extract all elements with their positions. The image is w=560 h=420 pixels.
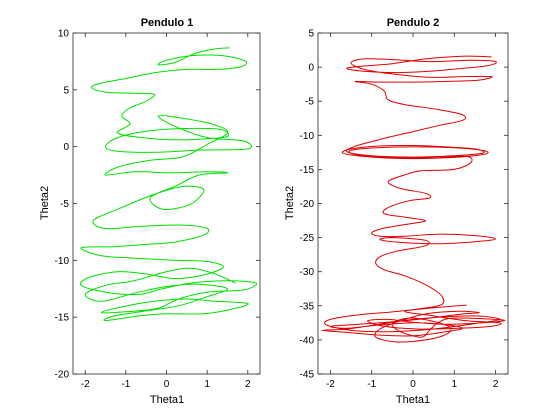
y-tick-label: -5 (305, 97, 314, 108)
y-tick-label: -10 (55, 256, 70, 267)
x-tick-label: -1 (367, 379, 376, 390)
x-tick-label: 2 (245, 379, 251, 390)
x-tick-label: 1 (452, 379, 458, 390)
x-tick-label: -1 (121, 379, 130, 390)
y-tick-label: -15 (55, 313, 70, 324)
y-tick-label: -40 (300, 335, 315, 346)
y-tick-label: 10 (58, 29, 70, 40)
x-tick-label: 0 (410, 379, 416, 390)
y-tick-label: -35 (300, 301, 315, 312)
y-tick-label: -10 (300, 131, 315, 142)
y-tick-label: -15 (300, 165, 315, 176)
y-tick-label: -5 (60, 199, 69, 210)
y-axis-label-pendulo-1: Theta2 (39, 186, 51, 220)
y-tick-label: -45 (300, 370, 315, 381)
x-tick-label: 0 (164, 379, 170, 390)
y-tick-label: 5 (308, 29, 314, 40)
y-tick-label: 5 (63, 85, 69, 96)
y-tick-label: 0 (63, 142, 69, 153)
x-tick-label: -2 (81, 379, 90, 390)
x-tick-label: 1 (204, 379, 210, 390)
x-axis-label-pendulo-2: Theta1 (396, 394, 430, 406)
y-tick-label: 0 (308, 63, 314, 74)
title-pendulo-2: Pendulo 2 (387, 17, 440, 29)
x-tick-label: -2 (326, 379, 335, 390)
title-pendulo-1: Pendulo 1 (141, 17, 194, 29)
x-tick-label: 2 (493, 379, 499, 390)
y-tick-label: -20 (300, 199, 315, 210)
y-tick-label: -30 (300, 267, 315, 278)
y-axis-label-pendulo-2: Theta2 (284, 186, 296, 220)
y-tick-label: -20 (55, 370, 70, 381)
y-tick-label: -25 (300, 233, 315, 244)
x-axis-label-pendulo-1: Theta1 (150, 394, 184, 406)
